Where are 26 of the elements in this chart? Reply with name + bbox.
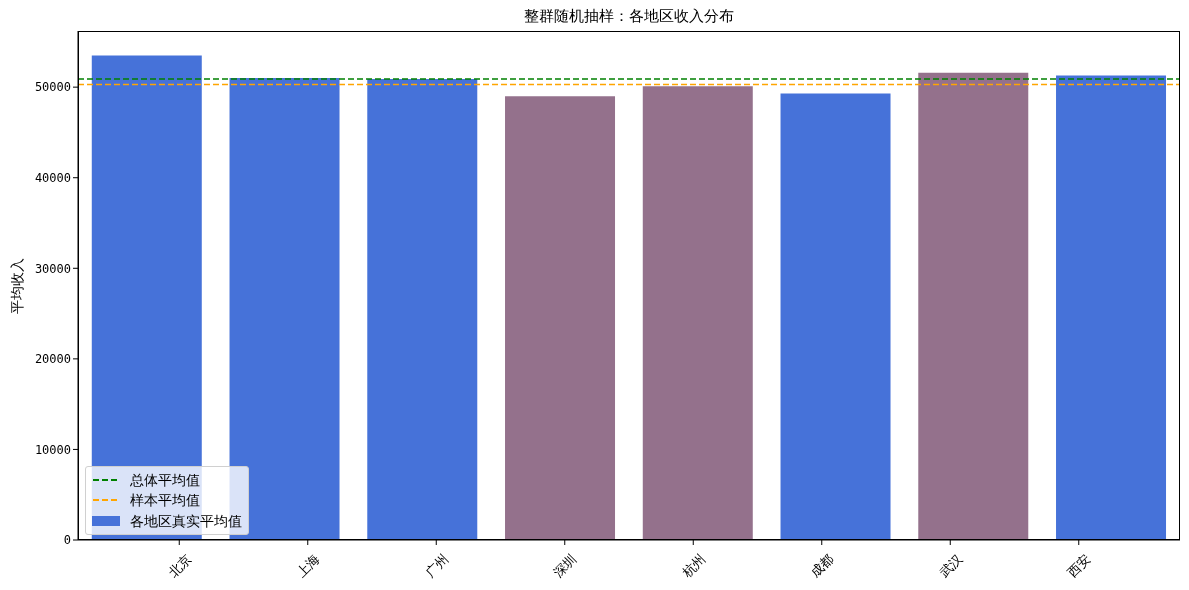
y-tick-label: 40000 [34, 170, 71, 185]
x-tick-label: 武汉 [935, 550, 965, 580]
y-tick-label: 0 [63, 533, 71, 548]
y-axis-title: 平均收入 [9, 257, 25, 314]
bar [505, 96, 616, 540]
x-tick-label: 深圳 [550, 550, 580, 580]
y-tick-label: 20000 [34, 352, 71, 367]
x-tick-label: 杭州 [678, 550, 708, 581]
legend-label: 总体平均值 [130, 470, 200, 490]
y-tick-label: 10000 [34, 442, 71, 457]
legend-label: 样本平均值 [130, 491, 200, 510]
x-tick-label: 成都 [807, 550, 837, 580]
bar [229, 78, 340, 540]
bar [780, 93, 891, 540]
y-tick-label: 50000 [34, 80, 71, 95]
bar [918, 72, 1029, 540]
bar [642, 86, 753, 540]
x-tick-label: 北京 [164, 550, 194, 580]
x-tick-label: 西安 [1064, 550, 1094, 580]
bar [1056, 75, 1167, 540]
x-tick-label: 上海 [293, 550, 323, 580]
legend-label: 各地区真实平均值 [130, 511, 242, 531]
x-tick-label: 广州 [421, 550, 451, 580]
y-tick-label: 30000 [34, 261, 71, 276]
bar [367, 79, 478, 540]
chart-title: 整群随机抽样：各地区收入分布 [524, 7, 734, 25]
